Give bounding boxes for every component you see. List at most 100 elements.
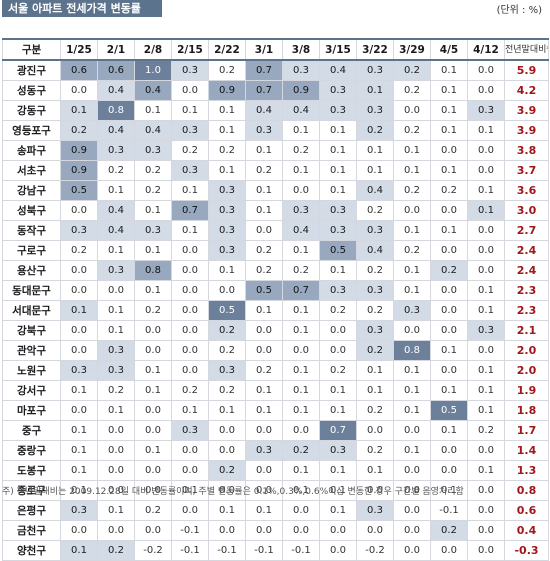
weekly-change-cell: 0.0	[208, 280, 246, 301]
weekly-change-cell: 0.2	[208, 59, 246, 81]
weekly-change-cell: 0.2	[467, 420, 505, 441]
week-header: 2/8	[134, 38, 172, 61]
ytd-change-cell: 4.2	[504, 80, 549, 101]
weekly-change-cell: 0.2	[393, 180, 431, 201]
weekly-change-cell: 0.0	[282, 420, 320, 441]
weekly-change-cell: 0.2	[171, 140, 209, 161]
ytd-change-cell: -0.3	[504, 540, 549, 561]
weekly-change-cell: 0.4	[282, 220, 320, 241]
weekly-change-cell: 0.1	[319, 120, 357, 141]
district-name: 구로구	[2, 240, 61, 261]
ytd-change-cell: 1.3	[504, 460, 549, 481]
weekly-change-cell: 0.2	[245, 240, 283, 261]
ytd-change-cell: 2.7	[504, 220, 549, 241]
weekly-change-cell: 0.0	[467, 59, 505, 81]
weekly-change-cell: 0.1	[282, 320, 320, 341]
weekly-change-cell: 0.3	[97, 340, 135, 361]
weekly-change-cell: 0.0	[467, 480, 505, 501]
ytd-change-cell: 3.7	[504, 160, 549, 181]
weekly-change-cell: 0.2	[430, 260, 468, 281]
week-header: 3/29	[393, 38, 431, 61]
ytd-change-cell: 0.4	[504, 520, 549, 541]
rent-change-table: 구분 1/25 2/1 2/8 2/15 2/22 3/1 3/8 3/15 3…	[2, 38, 549, 561]
weekly-change-cell: 0.7	[245, 80, 283, 101]
weekly-change-cell: 0.0	[171, 340, 209, 361]
weekly-change-cell: 0.1	[245, 400, 283, 421]
weekly-change-cell: 0.1	[134, 200, 172, 221]
weekly-change-cell: 0.1	[171, 100, 209, 121]
district-name: 금천구	[2, 520, 61, 541]
table-row: 마포구 0.0 0.1 0.0 0.1 0.1 0.1 0.1 0.1 0.2 0.1 0.5 0.1 1…	[2, 400, 549, 421]
district-name: 노원구	[2, 360, 61, 381]
weekly-change-cell: 0.8	[97, 100, 135, 121]
weekly-change-cell: 0.3	[208, 240, 246, 261]
table-row: 동작구 0.3 0.4 0.3 0.1 0.3 0.0 0.4 0.3 0.3 0.1 0.1 0.0 2…	[2, 220, 549, 241]
weekly-change-cell: 0.0	[430, 240, 468, 261]
weekly-change-cell: 0.1	[467, 380, 505, 401]
weekly-change-cell: 0.2	[60, 240, 98, 261]
table-row: 서초구 0.9 0.2 0.2 0.3 0.1 0.2 0.1 0.1 0.1 0.1 0.1 0.0 3…	[2, 160, 549, 181]
weekly-change-cell: 0.2	[60, 120, 98, 141]
ytd-change-cell: 1.9	[504, 380, 549, 401]
weekly-change-cell: 0.0	[60, 80, 98, 101]
weekly-change-cell: 0.3	[356, 100, 394, 121]
ytd-change-cell: 2.0	[504, 340, 549, 361]
table-row: 강서구 0.1 0.2 0.1 0.2 0.2 0.1 0.1 0.1 0.1 0.1 0.1 0.1 1…	[2, 380, 549, 401]
weekly-change-cell: 0.0	[171, 500, 209, 521]
district-name: 동대문구	[2, 280, 61, 301]
weekly-change-cell: 0.1	[282, 160, 320, 181]
weekly-change-cell: 0.0	[393, 480, 431, 501]
page-title: 서울 아파트 전세가격 변동률	[2, 0, 162, 17]
weekly-change-cell: 0.4	[134, 80, 172, 101]
weekly-change-cell: 0.3	[319, 220, 357, 241]
weekly-change-cell: 0.0	[97, 520, 135, 541]
ytd-change-cell: 5.9	[504, 59, 549, 81]
weekly-change-cell: 0.6	[97, 59, 135, 81]
weekly-change-cell: 0.1	[467, 300, 505, 321]
weekly-change-cell: -0.1	[430, 500, 468, 521]
weekly-change-cell: 0.0	[467, 80, 505, 101]
table-row: 중랑구 0.1 0.0 0.1 0.0 0.0 0.3 0.2 0.3 0.2 0.1 0.0 0.0 1…	[2, 440, 549, 461]
ytd-change-cell: 3.8	[504, 140, 549, 161]
district-name: 강북구	[2, 320, 61, 341]
table-row: 금천구 0.0 0.0 0.0 -0.1 0.0 0.0 0.0 0.0 0.0 0.0 0.2 0.0…	[2, 520, 549, 541]
weekly-change-cell: 0.9	[208, 80, 246, 101]
weekly-change-cell: 0.1	[208, 400, 246, 421]
district-name: 서초구	[2, 160, 61, 181]
weekly-change-cell: 0.2	[356, 400, 394, 421]
district-name: 종로구	[2, 480, 61, 501]
weekly-change-cell: 0.0	[467, 260, 505, 281]
ytd-change-cell: 0.6	[504, 500, 549, 521]
weekly-change-cell: 0.4	[319, 59, 357, 81]
district-name: 마포구	[2, 400, 61, 421]
weekly-change-cell: 0.1	[430, 220, 468, 241]
weekly-change-cell: 0.1	[430, 340, 468, 361]
weekly-change-cell: -0.1	[208, 540, 246, 561]
weekly-change-cell: 0.1	[282, 460, 320, 481]
weekly-change-cell: 0.3	[319, 80, 357, 101]
table-row: 성북구 0.0 0.4 0.1 0.7 0.3 0.1 0.3 0.3 0.2 0.0 0.0 0.1 3…	[2, 200, 549, 221]
weekly-change-cell: 0.1	[282, 300, 320, 321]
weekly-change-cell: 0.7	[319, 420, 357, 441]
weekly-change-cell: 0.0	[430, 440, 468, 461]
weekly-change-cell: 1.0	[134, 59, 172, 81]
weekly-change-cell: 0.1	[393, 360, 431, 381]
weekly-change-cell: 0.2	[171, 380, 209, 401]
district-header: 구분	[2, 38, 61, 61]
weekly-change-cell: 0.3	[60, 360, 98, 381]
weekly-change-cell: 0.2	[393, 120, 431, 141]
weekly-change-cell: 0.0	[430, 320, 468, 341]
weekly-change-cell: 0.1	[393, 380, 431, 401]
district-name: 강동구	[2, 100, 61, 121]
weekly-change-cell: 0.1	[282, 120, 320, 141]
weekly-change-cell: 0.0	[97, 460, 135, 481]
weekly-change-cell: 0.0	[319, 540, 357, 561]
table-row: 송파구 0.9 0.3 0.3 0.2 0.2 0.1 0.2 0.1 0.1 0.1 0.0 0.0 3…	[2, 140, 549, 161]
district-name: 도봉구	[2, 460, 61, 481]
ytd-change-cell: 3.0	[504, 200, 549, 221]
weekly-change-cell: 0.0	[393, 460, 431, 481]
weekly-change-cell: 0.0	[60, 340, 98, 361]
weekly-change-cell: 0.0	[97, 420, 135, 441]
weekly-change-cell: 0.1	[356, 460, 394, 481]
ytd-change-cell: 2.0	[504, 360, 549, 381]
